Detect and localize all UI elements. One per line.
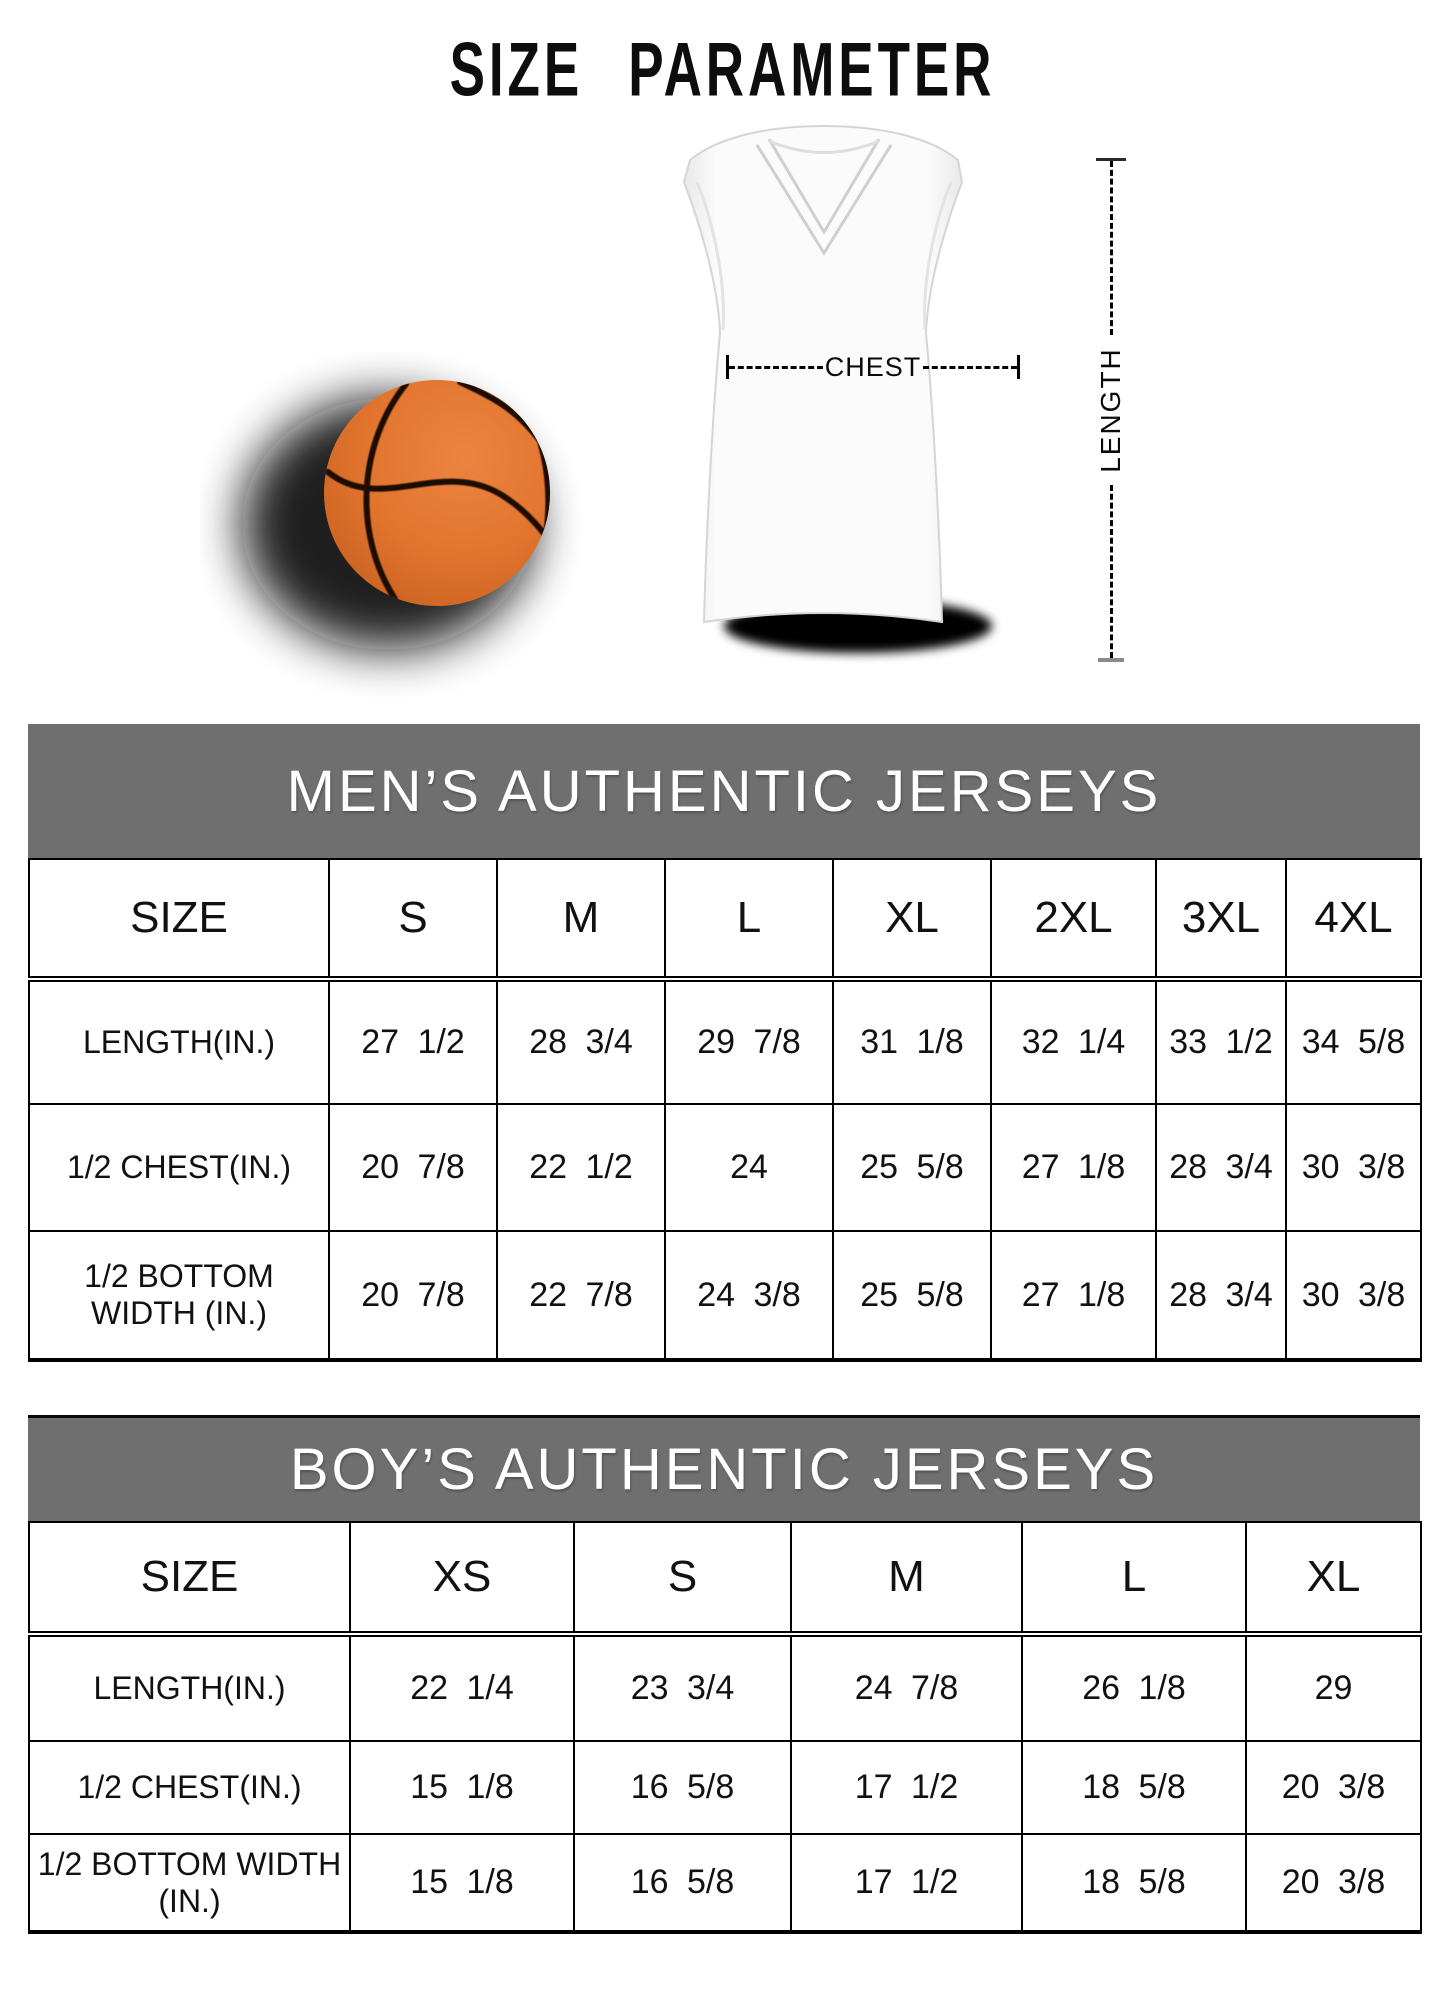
mens-size-grid: SIZE S M L XL 2XL 3XL 4XL LENGTH(IN.) 27… <box>28 858 1422 1362</box>
basketball-ball <box>324 380 550 606</box>
row-label-cell: LENGTH(IN.) <box>28 978 330 1105</box>
measurement-value-cell: 32 1/4 <box>990 978 1157 1105</box>
mens-table-title: MEN’S AUTHENTIC JERSEYS <box>28 724 1420 858</box>
measurement-value-cell: 28 3/4 <box>1155 1103 1287 1232</box>
measurement-value-cell: 20 7/8 <box>328 1230 498 1362</box>
basketball-illustration <box>242 380 550 650</box>
length-dash-bottom <box>1109 484 1113 658</box>
size-header-s: S <box>328 858 498 982</box>
measurement-value-cell: 16 5/8 <box>573 1833 792 1934</box>
size-header-2xl: 2XL <box>990 858 1157 982</box>
measurement-value-cell: 31 1/8 <box>832 978 992 1105</box>
measurement-value-cell: 24 7/8 <box>790 1633 1023 1742</box>
measurement-value-cell: 27 1/8 <box>990 1103 1157 1232</box>
measurement-value-cell: 18 5/8 <box>1021 1833 1247 1934</box>
mens-size-table: MEN’S AUTHENTIC JERSEYS SIZE S M L XL 2X… <box>28 724 1422 1362</box>
boys-table-title: BOY’S AUTHENTIC JERSEYS <box>28 1415 1420 1521</box>
size-header-xl: XL <box>832 858 992 982</box>
size-header-xs: XS <box>349 1521 575 1637</box>
chest-dash-left <box>729 365 823 369</box>
size-header-4xl: 4XL <box>1285 858 1422 982</box>
jersey-illustration <box>682 124 992 653</box>
size-header-l: L <box>664 858 834 982</box>
measurement-value-cell: 24 3/8 <box>664 1230 834 1362</box>
size-header-m: M <box>496 858 666 982</box>
row-label-cell: 1/2 BOTTOM WIDTH (IN.) <box>28 1833 351 1934</box>
measurement-value-cell: 17 1/2 <box>790 1740 1023 1835</box>
size-col-header: SIZE <box>28 858 330 982</box>
measurement-value-cell: 28 3/4 <box>496 978 666 1105</box>
measurement-value-cell: 15 1/8 <box>349 1833 575 1934</box>
row-label-cell: 1/2 BOTTOM WIDTH (IN.) <box>28 1230 330 1362</box>
page-title: SIZE PARAMETER <box>449 27 996 113</box>
measurement-value-cell: 20 3/8 <box>1245 1833 1422 1934</box>
measurement-value-cell: 22 7/8 <box>496 1230 666 1362</box>
measurement-value-cell: 18 5/8 <box>1021 1740 1247 1835</box>
measurement-value-cell: 16 5/8 <box>573 1740 792 1835</box>
length-label: LENGTH <box>1095 346 1127 473</box>
chest-measure-line: CHEST <box>726 351 1021 382</box>
measurement-value-cell: 23 3/4 <box>573 1633 792 1742</box>
size-header-s: S <box>573 1521 792 1637</box>
measurement-value-cell: 29 7/8 <box>664 978 834 1105</box>
measurement-value-cell: 22 1/2 <box>496 1103 666 1232</box>
boys-size-table: BOY’S AUTHENTIC JERSEYS SIZE XS S M L XL… <box>28 1415 1422 1934</box>
length-top-tick <box>1096 158 1126 161</box>
measurement-value-cell: 24 <box>664 1103 834 1232</box>
measurement-value-cell: 30 3/8 <box>1285 1230 1422 1362</box>
measurement-value-cell: 20 3/8 <box>1245 1740 1422 1835</box>
row-label-cell: LENGTH(IN.) <box>28 1633 351 1742</box>
row-label-cell: 1/2 CHEST(IN.) <box>28 1103 330 1232</box>
chest-right-tick <box>1017 355 1021 379</box>
jersey-body <box>682 124 964 624</box>
measurement-value-cell: 33 1/2 <box>1155 978 1287 1105</box>
row-label-cell: 1/2 CHEST(IN.) <box>28 1740 351 1835</box>
length-measure-line: LENGTH <box>1094 158 1128 662</box>
size-header-l: L <box>1021 1521 1247 1637</box>
chest-label: CHEST <box>824 351 922 382</box>
size-header-m: M <box>790 1521 1023 1637</box>
chest-dash-right <box>923 365 1018 369</box>
jersey-collar-lines <box>695 138 953 331</box>
size-col-header: SIZE <box>28 1521 351 1637</box>
measurement-value-cell: 22 1/4 <box>349 1633 575 1742</box>
length-bottom-tick <box>1098 658 1124 662</box>
measurement-value-cell: 25 5/8 <box>832 1230 992 1362</box>
measurement-value-cell: 17 1/2 <box>790 1833 1023 1934</box>
size-header-xl: XL <box>1245 1521 1422 1637</box>
size-header-3xl: 3XL <box>1155 858 1287 982</box>
measurement-value-cell: 25 5/8 <box>832 1103 992 1232</box>
chest-left-tick <box>726 355 729 379</box>
length-dash-top <box>1109 161 1113 335</box>
measurement-value-cell: 34 5/8 <box>1285 978 1422 1105</box>
measurement-value-cell: 15 1/8 <box>349 1740 575 1835</box>
boys-size-grid: SIZE XS S M L XL LENGTH(IN.) 22 1/4 23 3… <box>28 1521 1422 1934</box>
measurement-value-cell: 20 7/8 <box>328 1103 498 1232</box>
measurement-value-cell: 26 1/8 <box>1021 1633 1247 1742</box>
measurement-value-cell: 28 3/4 <box>1155 1230 1287 1362</box>
measurement-value-cell: 29 <box>1245 1633 1422 1742</box>
measurement-value-cell: 30 3/8 <box>1285 1103 1422 1232</box>
measurement-value-cell: 27 1/8 <box>990 1230 1157 1362</box>
measurement-value-cell: 27 1/2 <box>328 978 498 1105</box>
